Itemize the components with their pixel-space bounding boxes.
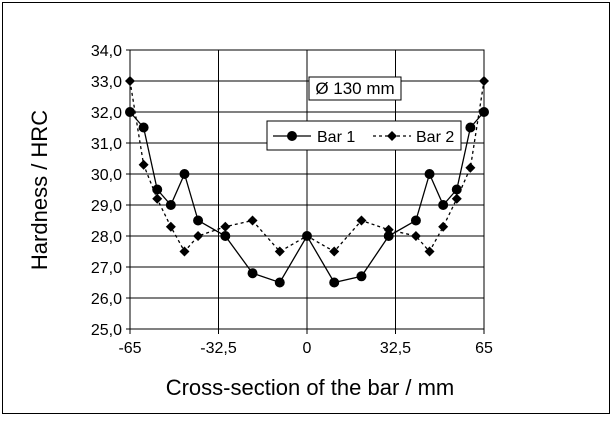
legend-label-bar-2: Bar 2 xyxy=(416,129,454,146)
y-tick-label: 25,0 xyxy=(91,322,122,339)
y-tick-label: 28,0 xyxy=(91,229,122,246)
data-point-bar-1 xyxy=(138,122,149,133)
data-point-bar-2 xyxy=(410,231,421,241)
data-point-bar-1 xyxy=(329,277,340,288)
data-point-bar-1 xyxy=(220,231,231,241)
data-point-bar-2 xyxy=(329,246,340,257)
data-point-bar-1 xyxy=(383,231,394,241)
data-point-bar-1 xyxy=(125,107,135,117)
y-tick-label: 32,0 xyxy=(91,105,122,122)
y-axis-title: Hardness / HRC xyxy=(27,110,52,270)
tick-labels: 25,0 26,0 27,0 28,0 29,0 30,0 31,0 32,0 33,0 34,0… xyxy=(91,43,493,357)
legend-label-bar-1: Bar 1 xyxy=(317,129,355,146)
x-tick-label: -65 xyxy=(118,340,141,357)
data-point-bar-1 xyxy=(424,169,435,179)
data-point-bar-1 xyxy=(179,169,190,179)
y-tick-label: 26,0 xyxy=(91,291,122,308)
y-tick-label: 30,0 xyxy=(91,167,122,184)
diameter-annotation: Ø 130 mm xyxy=(308,76,402,101)
annotation-box xyxy=(308,76,402,101)
y-tick-label: 31,0 xyxy=(91,136,122,153)
y-tick-label: 29,0 xyxy=(91,198,122,215)
data-point-bar-1 xyxy=(479,107,489,117)
data-point-bar-1 xyxy=(274,277,285,288)
line-chart: 25,0 26,0 27,0 28,0 29,0 30,0 31,0 32,0 33,0 34,0… xyxy=(27,43,493,400)
data-point-bar-1 xyxy=(451,184,462,195)
annotation-label: Ø 130 mm xyxy=(315,79,394,98)
data-point-bar-2 xyxy=(274,246,285,257)
y-tick-label: 34,0 xyxy=(91,43,122,60)
data-point-bar-2 xyxy=(356,215,367,226)
data-point-bar-2 xyxy=(138,159,149,170)
data-point-bar-2 xyxy=(165,221,176,232)
y-tick-label: 27,0 xyxy=(91,260,122,277)
legend: Bar 1 Bar 2 xyxy=(266,120,462,151)
data-point-bar-1 xyxy=(193,215,204,226)
legend-swatch-bar-1-marker xyxy=(287,131,297,141)
x-tick-label: 65 xyxy=(475,340,493,357)
x-tick-label: 0 xyxy=(303,340,312,357)
data-point-bar-1 xyxy=(356,271,367,282)
data-point-bar-2 xyxy=(424,246,435,257)
data-point-bar-2 xyxy=(302,231,312,241)
data-point-bar-1 xyxy=(247,268,258,279)
data-point-bar-2 xyxy=(152,193,163,204)
data-point-bar-2 xyxy=(479,76,489,86)
data-point-bar-2 xyxy=(465,162,476,173)
data-point-bar-2 xyxy=(451,193,462,204)
data-point-bar-1 xyxy=(465,122,476,133)
x-axis-title: Cross-section of the bar / mm xyxy=(166,375,455,400)
data-point-bar-1 xyxy=(165,200,176,210)
data-point-bar-2 xyxy=(220,221,231,232)
y-tick-label: 33,0 xyxy=(91,74,122,91)
data-point-bar-2 xyxy=(383,224,394,235)
data-point-bar-2 xyxy=(193,231,204,241)
data-point-bar-2 xyxy=(125,76,135,86)
data-point-bar-1 xyxy=(410,215,421,226)
legend-swatch-bar-2-marker xyxy=(387,131,397,141)
data-point-bar-2 xyxy=(438,221,449,232)
data-point-bar-2 xyxy=(179,246,190,257)
chart-frame: 25,0 26,0 27,0 28,0 29,0 30,0 31,0 32,0 33,0 34,0… xyxy=(2,2,610,414)
data-point-bar-2 xyxy=(247,215,258,226)
x-tick-label: -32,5 xyxy=(200,340,237,357)
data-point-bar-1 xyxy=(438,200,449,210)
data-point-bar-1 xyxy=(152,184,163,195)
series-markers xyxy=(125,76,489,288)
x-tick-label: 32,5 xyxy=(380,340,411,357)
